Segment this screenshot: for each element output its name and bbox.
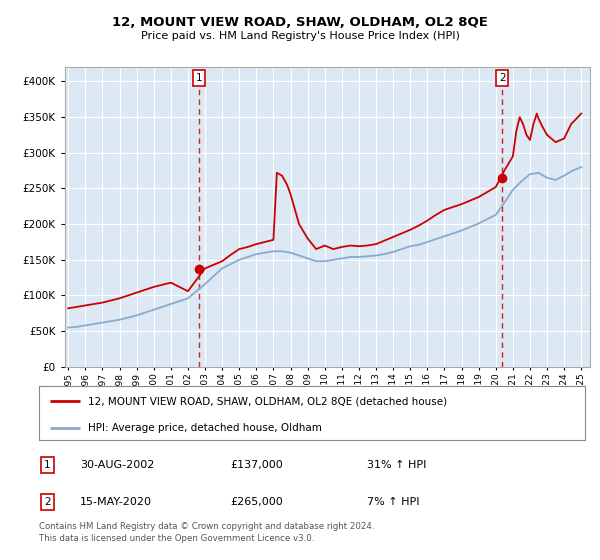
- Text: Price paid vs. HM Land Registry's House Price Index (HPI): Price paid vs. HM Land Registry's House …: [140, 31, 460, 41]
- Text: 1: 1: [196, 73, 203, 83]
- Text: 2: 2: [499, 73, 505, 83]
- Text: Contains HM Land Registry data © Crown copyright and database right 2024.
This d: Contains HM Land Registry data © Crown c…: [39, 522, 374, 543]
- Text: 12, MOUNT VIEW ROAD, SHAW, OLDHAM, OL2 8QE (detached house): 12, MOUNT VIEW ROAD, SHAW, OLDHAM, OL2 8…: [88, 396, 447, 407]
- Text: 30-AUG-2002: 30-AUG-2002: [80, 460, 154, 470]
- Text: £137,000: £137,000: [230, 460, 283, 470]
- Text: 31% ↑ HPI: 31% ↑ HPI: [367, 460, 426, 470]
- Text: 15-MAY-2020: 15-MAY-2020: [80, 497, 152, 507]
- Text: 7% ↑ HPI: 7% ↑ HPI: [367, 497, 419, 507]
- Text: HPI: Average price, detached house, Oldham: HPI: Average price, detached house, Oldh…: [88, 423, 322, 433]
- Text: 2: 2: [44, 497, 50, 507]
- Text: £265,000: £265,000: [230, 497, 283, 507]
- Text: 1: 1: [44, 460, 50, 470]
- Text: 12, MOUNT VIEW ROAD, SHAW, OLDHAM, OL2 8QE: 12, MOUNT VIEW ROAD, SHAW, OLDHAM, OL2 8…: [112, 16, 488, 29]
